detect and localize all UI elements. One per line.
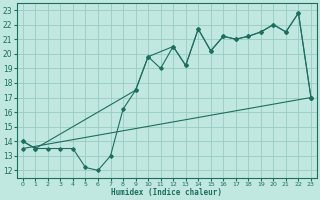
X-axis label: Humidex (Indice chaleur): Humidex (Indice chaleur)	[111, 188, 222, 197]
